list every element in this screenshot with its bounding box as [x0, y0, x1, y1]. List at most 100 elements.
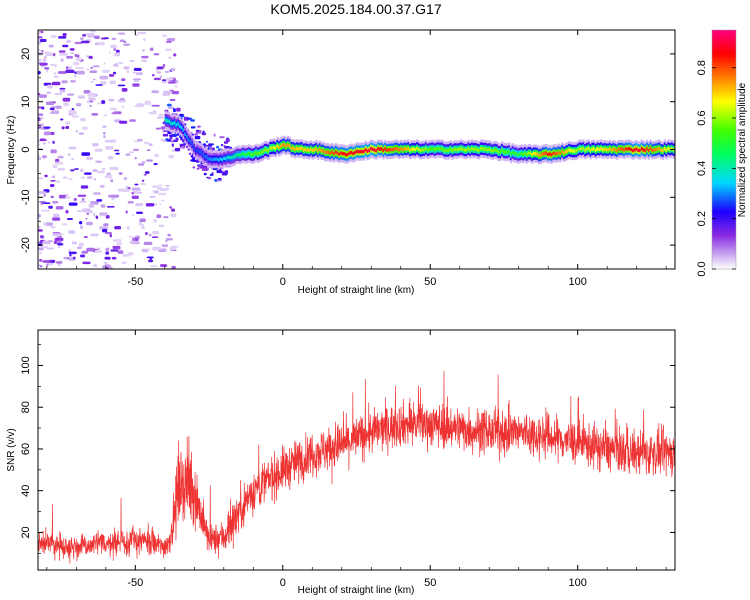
spectrogram-cell	[166, 187, 170, 191]
spectrogram-ridge-cell	[577, 148, 580, 152]
spectrogram-ridge-cell	[327, 150, 330, 154]
spectrogram-ridge-cell	[194, 149, 198, 153]
spectrogram-cell	[158, 113, 167, 117]
spectrogram-ridge-cell	[644, 148, 647, 153]
spectrogram-cell	[92, 78, 96, 81]
spectrogram-cell	[61, 126, 65, 130]
spectrogram-cell	[149, 47, 154, 51]
spectrogram-ridge-cell	[164, 118, 167, 122]
spectrogram-ridge-cell	[175, 123, 178, 127]
spectrogram-ridge-cell	[309, 147, 313, 152]
spectrogram-ridge-cell	[226, 155, 229, 159]
spectrogram-cell	[39, 38, 47, 42]
spectrogram-cell	[173, 53, 177, 57]
colorbar-gradient	[711, 29, 737, 270]
spectrogram-cell	[59, 53, 68, 56]
spectrogram-ridge-cell	[336, 151, 339, 155]
spectrogram-ridge-cell	[437, 146, 440, 151]
spectrogram-cell	[129, 119, 136, 122]
spectrogram-cell	[41, 209, 50, 212]
spectrogram-cell	[38, 113, 44, 116]
spectrogram-cell	[114, 52, 121, 57]
snr-x-tick-label: 50	[424, 577, 436, 589]
spectrogram-ridge-cell	[242, 152, 245, 156]
spectrogram-y-tick-label: -20	[20, 237, 32, 253]
spectrogram-ridge-cell	[670, 146, 674, 151]
spectrogram-cell	[50, 111, 60, 115]
spectrogram-ridge-cell	[548, 152, 551, 156]
spectrogram-ridge-cell	[316, 149, 320, 153]
spectrogram-cell	[68, 178, 73, 180]
spectrogram-cell	[105, 215, 110, 219]
spectrogram-ridge-cell	[394, 146, 398, 151]
spectrogram-ridge-cell	[265, 148, 268, 152]
spectrogram-cell	[174, 147, 181, 152]
spectrogram-ridge-cell	[341, 151, 344, 156]
spectrogram-ridge-cell	[232, 155, 235, 159]
spectrogram-cell	[44, 174, 48, 178]
spectrogram-cell	[80, 185, 89, 189]
spectrogram-cell	[58, 50, 66, 53]
spectrogram-cell	[88, 55, 93, 59]
spectrogram-ridge-cell	[304, 147, 307, 152]
spectrogram-cell	[149, 257, 153, 260]
spectrogram-cell	[83, 236, 88, 238]
spectrogram-cell	[203, 167, 208, 172]
spectrogram-ridge-cell	[403, 147, 406, 151]
spectrogram-ridge-cell	[502, 150, 505, 154]
spectrogram-cell	[38, 263, 41, 266]
spectrogram-ridge-cell	[665, 148, 668, 152]
spectrogram-cell	[110, 179, 114, 183]
spectrogram-cell	[164, 250, 168, 252]
spectrogram-cell	[46, 91, 51, 94]
spectrogram-ridge-cell	[658, 146, 661, 151]
spectrogram-cell	[117, 84, 126, 87]
spectrogram-ridge-cell	[520, 151, 523, 156]
spectrogram-cell	[133, 140, 142, 143]
spectrogram-cell	[140, 182, 146, 186]
spectrogram-cell	[79, 118, 86, 122]
spectrogram-cell	[108, 99, 115, 102]
spectrogram-ridge-cell	[449, 147, 452, 151]
snr-y-tick-label: 100	[20, 356, 32, 374]
spectrogram-ridge-cell	[187, 138, 190, 142]
spectrogram-ridge-cell	[642, 148, 645, 152]
colorbar-ticks: 0.0 0.2 0.4 0.6 0.8	[696, 60, 736, 277]
spectrogram-cell	[68, 146, 77, 150]
spectrogram-cell	[115, 49, 120, 54]
spectrogram-ridge-cell	[446, 148, 449, 153]
spectrogram-cell	[134, 183, 139, 186]
spectrogram-cell	[161, 199, 165, 202]
spectrogram-cell	[99, 212, 108, 216]
spectrogram-cell	[102, 82, 107, 85]
spectrogram-ridge-cell	[608, 147, 612, 151]
spectrogram-ridge-cell	[224, 157, 228, 161]
spectrogram-ridge-cell	[177, 122, 180, 126]
spectrogram-ridge-cell	[559, 151, 562, 156]
spectrogram-cell	[92, 143, 99, 147]
spectrogram-cell	[141, 59, 148, 63]
spectrogram-cell	[42, 142, 46, 145]
spectrogram-ridge-cell	[488, 147, 491, 151]
spectrogram-cell	[148, 233, 152, 237]
spectrogram-ridge-cell	[322, 149, 325, 153]
spectrogram-ridge-cell	[373, 148, 376, 152]
spectrogram-ridge-cell	[251, 153, 254, 157]
colorbar-label: Normalized spectral amplitude	[737, 82, 748, 217]
spectrogram-ridge-cell	[513, 151, 516, 156]
spectrogram-cell	[76, 246, 82, 250]
spectrogram-cell	[71, 158, 75, 160]
spectrogram-ridge-cell	[607, 147, 610, 152]
spectrogram-ridge-cell	[600, 146, 603, 151]
spectrogram-cell	[50, 226, 56, 229]
spectrogram-ridge-cell	[653, 148, 656, 152]
spectrogram-cell	[39, 265, 43, 268]
spectrogram-ridge-cell	[380, 147, 383, 151]
spectrogram-cell	[89, 100, 94, 103]
spectrogram-cell	[38, 71, 41, 75]
spectrogram-cell	[190, 126, 196, 129]
spectrogram-ridge-cell	[453, 147, 456, 152]
spectrogram-cell	[65, 121, 71, 125]
spectrogram-ridge-cell	[182, 128, 185, 132]
spectrogram-ridge-cell	[472, 147, 475, 151]
